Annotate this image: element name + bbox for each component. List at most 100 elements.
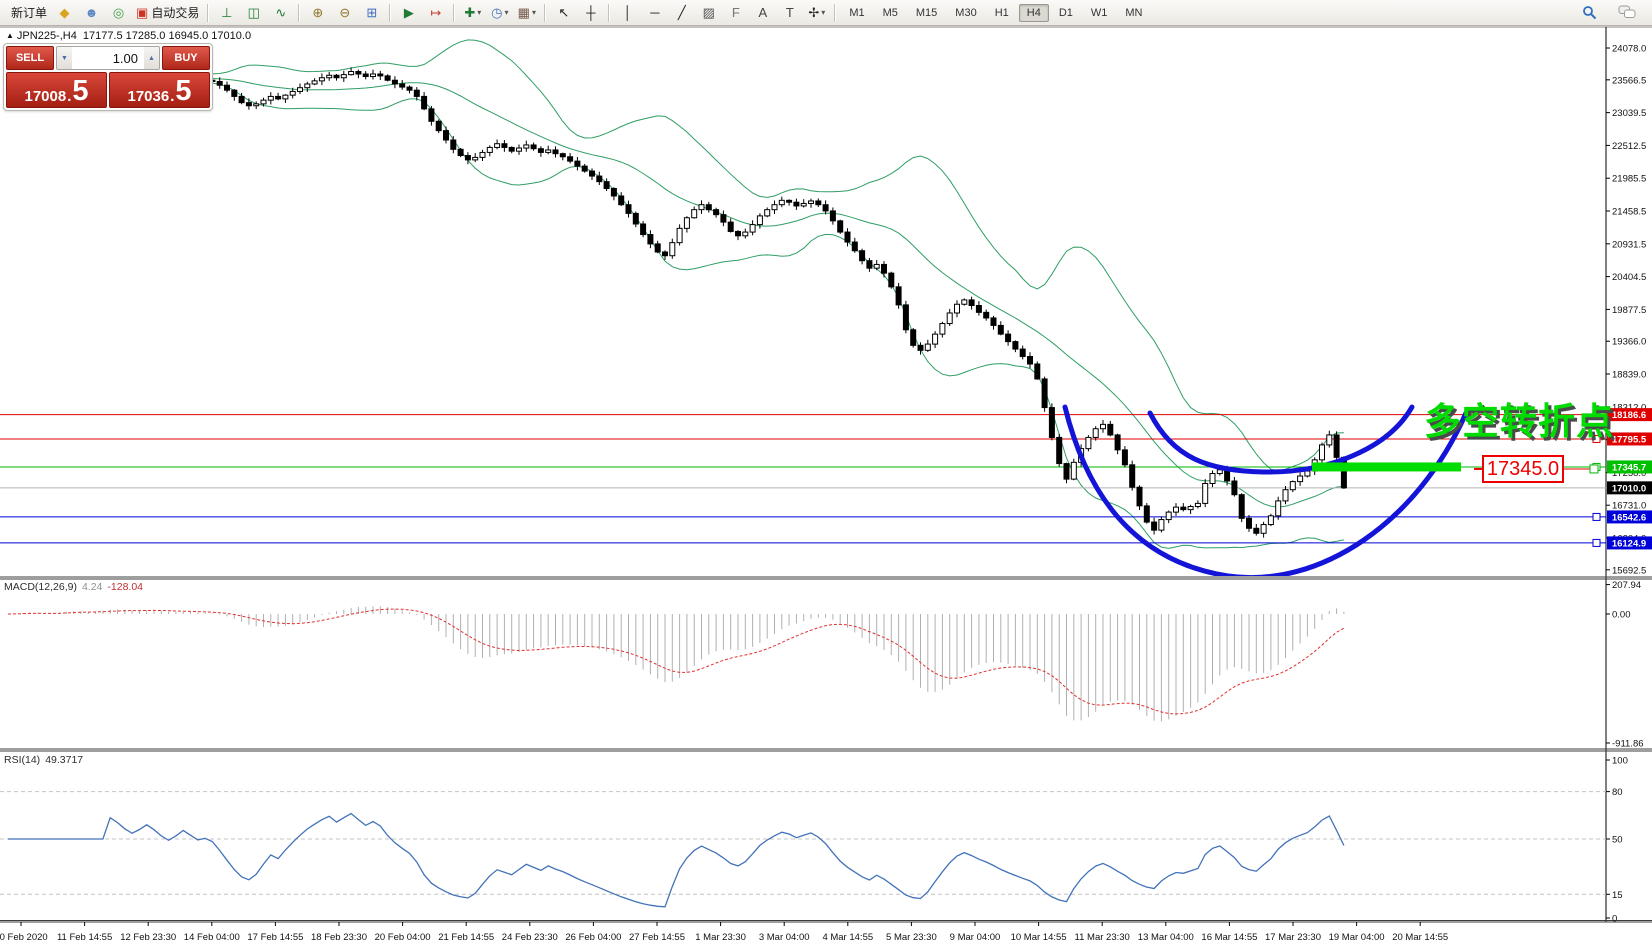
turning-point-annotation[interactable]: 多空转折点 <box>1424 401 1614 442</box>
arrows-icon[interactable]: ✢ ▾ <box>803 2 830 24</box>
symbol-info-line: ▲ JPN225-,H4 17177.5 17285.0 16945.0 17010… <box>6 30 251 42</box>
buy-price[interactable]: 17036. 5 <box>109 72 210 108</box>
periods-icon[interactable]: ◷ ▾ <box>486 2 513 24</box>
cursor-icon[interactable]: ↖ <box>550 2 577 24</box>
hline-handle[interactable] <box>1592 434 1601 443</box>
time-tick-label: 14 Feb 04:00 <box>184 932 240 943</box>
candle-body <box>720 214 727 223</box>
candle-body <box>1121 449 1128 466</box>
candle-body <box>654 243 661 253</box>
text-icon[interactable]: A <box>749 2 776 24</box>
line-chart-icon[interactable]: ∿ <box>267 2 294 24</box>
inner-arc[interactable] <box>1147 404 1415 475</box>
candle-body <box>326 74 333 79</box>
candle-body <box>245 102 252 107</box>
candle-body <box>355 71 362 75</box>
toolbar-separator <box>834 3 837 22</box>
funnel-icon[interactable]: ◆ <box>51 2 78 24</box>
price-tick-label: 23039.5 <box>1612 108 1646 119</box>
volume-increase-button[interactable]: ▲ <box>144 47 159 69</box>
funnel-icon: ◆ <box>59 5 70 20</box>
candle-body <box>939 323 946 335</box>
candle-body <box>749 224 756 233</box>
candle-body <box>464 155 471 161</box>
candle-body <box>735 230 741 237</box>
trendline-icon[interactable]: ╱ <box>668 2 695 24</box>
timeframe-d1[interactable]: D1 <box>1058 6 1073 19</box>
candle-body <box>786 199 793 203</box>
sell-button[interactable]: SELL <box>6 46 54 70</box>
candle-body <box>1056 436 1063 465</box>
new-order-button[interactable]: 新订单 <box>4 2 51 24</box>
fibonacci-icon[interactable]: F <box>722 2 749 24</box>
autotrade-button[interactable]: ▣ 自动交易 <box>132 2 203 24</box>
signal-icon[interactable]: ◎ <box>105 2 132 24</box>
timeframe-m1[interactable]: M1 <box>849 6 865 19</box>
toolbar-separator <box>389 3 392 22</box>
vertical-line-icon: │ <box>623 5 632 20</box>
channel-icon[interactable]: ▨ <box>695 2 722 24</box>
chevron-down-icon: ▾ <box>821 8 826 17</box>
candle-body <box>1027 356 1033 365</box>
candle-body <box>859 250 866 262</box>
candle-body <box>647 234 654 245</box>
timeframe-m30[interactable]: M30 <box>955 6 977 19</box>
chat-icon[interactable] <box>1613 2 1640 24</box>
candle-body <box>1158 519 1165 531</box>
tile-windows-icon[interactable]: ⊞ <box>358 2 385 24</box>
search-icon[interactable] <box>1576 2 1603 24</box>
bollinger-upper-band <box>22 39 1344 472</box>
vertical-line-icon[interactable]: │ <box>614 2 641 24</box>
price-callout-box[interactable]: 17345.0 <box>1482 455 1564 483</box>
hline-handle[interactable] <box>1592 512 1601 521</box>
zoom-out-icon[interactable]: ⊖ <box>331 2 358 24</box>
indicators-icon[interactable]: ✚ ▾ <box>459 2 486 24</box>
rsi-indicator-label: RSI(14) 49.3717 <box>4 754 83 766</box>
candle-body <box>1085 436 1092 450</box>
sell-price-frac: 5 <box>72 75 89 108</box>
volume-input[interactable] <box>72 47 144 69</box>
zoom-in-icon[interactable]: ⊕ <box>304 2 331 24</box>
candle-body <box>428 108 435 122</box>
zoom-out-icon: ⊖ <box>339 5 351 20</box>
support-highlight-bar[interactable] <box>1312 462 1461 472</box>
chart-shift-icon[interactable]: ↦ <box>422 2 449 24</box>
hline-handle[interactable] <box>1592 538 1601 547</box>
profile-icon[interactable]: ☻ <box>78 2 105 24</box>
text-label-icon[interactable]: T <box>776 2 803 24</box>
tile-windows-icon: ⊞ <box>366 5 378 20</box>
candle-body <box>756 215 763 226</box>
timeframe-w1[interactable]: W1 <box>1090 6 1108 19</box>
candle-body <box>1326 434 1333 446</box>
buy-button[interactable]: BUY <box>162 46 210 70</box>
templates-icon: ▦ <box>517 5 530 20</box>
timeframe-m5[interactable]: M5 <box>882 6 898 19</box>
timeframe-mn[interactable]: MN <box>1125 6 1143 19</box>
timeframe-m15[interactable]: M15 <box>915 6 938 19</box>
toolbar: 新订单 ◆ ☻ ◎ ▣ 自动交易 ⊥ ◫ ∿ ⊕ ⊖ ⊞ ▶ ↦ ✚ ▾ ◷ ▾ ▦ ▾ ↖ ┼ │ ─ ╱ ▨ F A T ✢ ▾ M1 M… <box>0 0 1652 26</box>
candlestick-chart-icon[interactable]: ◫ <box>240 2 267 24</box>
toolbar-separator <box>544 3 547 22</box>
time-tick-label: 20 Feb 04:00 <box>375 932 431 943</box>
candle-body <box>771 204 778 211</box>
chevron-down-icon: ▾ <box>504 8 509 17</box>
auto-scroll-icon[interactable]: ▶ <box>395 2 422 24</box>
templates-icon[interactable]: ▦ ▾ <box>513 2 540 24</box>
bar-chart-icon[interactable]: ⊥ <box>213 2 240 24</box>
candle-body <box>216 80 223 86</box>
macd-signal-value: -128.04 <box>107 581 144 593</box>
timeframe-h1[interactable]: H1 <box>994 6 1009 19</box>
candle-body <box>1019 348 1026 358</box>
candle-body <box>618 195 625 206</box>
time-tick-label: 13 Mar 04:00 <box>1138 932 1194 943</box>
timeframe-h4[interactable]: H4 <box>1018 3 1049 22</box>
hline-handle[interactable] <box>1592 410 1601 419</box>
candle-body <box>713 209 720 216</box>
crosshair-icon[interactable]: ┼ <box>577 2 604 24</box>
sell-price[interactable]: 17008. 5 <box>6 72 107 108</box>
candle-body <box>559 153 566 158</box>
timeframe-buttons: M1 M5 M15 M30 H1 H4 D1 W1 MN <box>840 3 1151 22</box>
outer-arc[interactable] <box>1062 404 1469 578</box>
horizontal-line-icon[interactable]: ─ <box>641 2 668 24</box>
volume-decrease-button[interactable]: ▼ <box>57 47 72 69</box>
